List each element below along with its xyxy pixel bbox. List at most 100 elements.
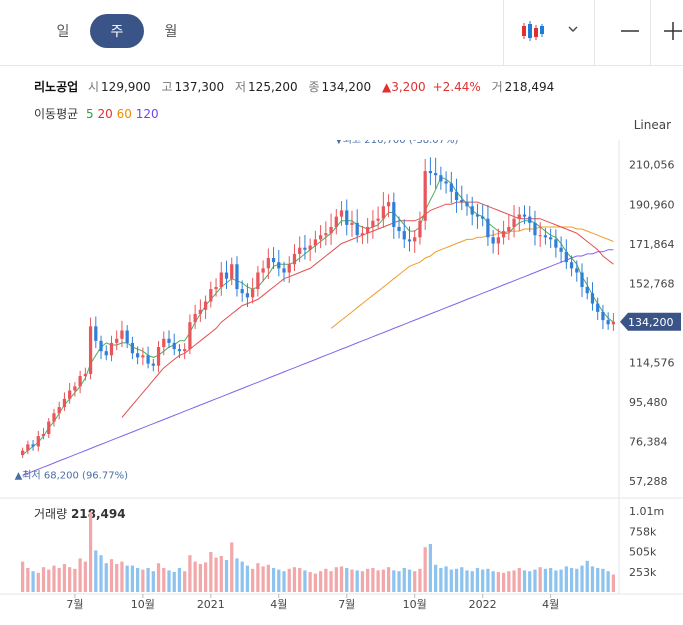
candle-body[interactable] [402, 231, 406, 240]
candle-body[interactable] [52, 413, 56, 422]
candle-body[interactable] [559, 247, 563, 252]
candle-body[interactable] [298, 247, 302, 254]
tab-daily[interactable]: 일 [56, 24, 70, 40]
candle-body[interactable] [162, 338, 166, 348]
candle-body[interactable] [528, 216, 532, 223]
candle-body[interactable] [214, 287, 218, 290]
candle-body[interactable] [413, 237, 417, 242]
candle-body[interactable] [366, 226, 370, 234]
candle-body[interactable] [151, 363, 155, 366]
chevron-down-icon[interactable] [567, 24, 579, 34]
candle-body[interactable] [47, 421, 51, 435]
candle-body[interactable] [339, 210, 344, 217]
candle-body[interactable] [397, 226, 401, 232]
candle-body[interactable] [125, 330, 129, 343]
candle-body[interactable] [512, 218, 516, 227]
candle-body[interactable] [188, 322, 192, 350]
candle-body[interactable] [256, 272, 260, 290]
candle-body[interactable] [564, 251, 568, 263]
candle-body[interactable] [99, 340, 103, 352]
candle-body[interactable] [533, 222, 537, 236]
tab-monthly[interactable]: 월 [164, 24, 178, 40]
candle-body[interactable] [601, 311, 605, 321]
candle-body[interactable] [224, 272, 229, 279]
candle-body[interactable] [120, 330, 124, 339]
candle-body[interactable] [596, 303, 600, 312]
candle-body[interactable] [209, 289, 213, 302]
candle-body[interactable] [522, 214, 527, 217]
candle-body[interactable] [57, 407, 61, 414]
candlestick-icon[interactable] [520, 20, 548, 42]
tab-weekly[interactable]: 주 [90, 14, 144, 48]
candle-body[interactable] [465, 202, 469, 207]
candle-body[interactable] [423, 171, 427, 221]
candle-body[interactable] [569, 262, 574, 269]
candle-body[interactable] [407, 239, 412, 242]
candle-body[interactable] [470, 206, 474, 215]
candle-body[interactable] [434, 173, 438, 176]
candle-body[interactable] [334, 216, 338, 227]
candle-body[interactable] [439, 175, 443, 182]
candle-body[interactable] [292, 253, 297, 265]
candle-body[interactable] [538, 235, 542, 237]
candle-body[interactable] [554, 239, 558, 248]
candle-body[interactable] [73, 386, 77, 391]
candle-body[interactable] [167, 338, 171, 343]
candle-body[interactable] [41, 434, 46, 437]
candle-body[interactable] [355, 222, 359, 236]
candle-body[interactable] [266, 258, 270, 269]
ma-120-label[interactable]: 120 [135, 107, 159, 121]
candle-body[interactable] [26, 444, 30, 451]
candle-body[interactable] [68, 390, 72, 399]
candle-body[interactable] [606, 320, 610, 325]
scale-toggle[interactable]: Linear [633, 118, 671, 132]
candle-body[interactable] [193, 313, 197, 323]
candle-body[interactable] [88, 326, 93, 374]
candle-body[interactable] [203, 301, 208, 310]
candle-body[interactable] [156, 347, 161, 366]
candle-body[interactable] [277, 262, 281, 269]
candle-body[interactable] [486, 218, 490, 238]
candle-body[interactable] [345, 210, 349, 225]
candle-body[interactable] [496, 237, 500, 244]
candle-body[interactable] [20, 450, 25, 456]
candle-body[interactable] [549, 237, 553, 240]
candle-body[interactable] [386, 202, 391, 207]
candle-body[interactable] [371, 220, 375, 227]
candle-body[interactable] [392, 202, 396, 227]
candle-body[interactable] [324, 233, 328, 236]
candle-body[interactable] [141, 355, 145, 358]
candle-body[interactable] [460, 200, 464, 203]
ma-20-label[interactable]: 20 [97, 107, 113, 121]
candle-body[interactable] [475, 214, 480, 217]
candle-body[interactable] [454, 191, 459, 201]
candle-body[interactable] [130, 342, 135, 354]
candle-body[interactable] [83, 373, 87, 377]
candle-body[interactable] [308, 245, 312, 250]
candle-body[interactable] [245, 293, 250, 298]
candle-body[interactable] [501, 231, 506, 238]
candle-body[interactable] [136, 353, 140, 358]
candle-body[interactable] [198, 309, 202, 314]
candle-body[interactable] [381, 206, 385, 219]
candle-body[interactable] [287, 264, 291, 273]
candle-body[interactable] [418, 220, 422, 238]
candle-body[interactable] [62, 398, 67, 408]
candle-body[interactable] [376, 218, 380, 221]
candle-body[interactable] [517, 214, 521, 219]
candle-body[interactable] [580, 272, 584, 288]
plus-icon[interactable] [662, 20, 683, 42]
candle-body[interactable] [282, 268, 286, 273]
candle-body[interactable] [172, 342, 176, 350]
candle-body[interactable] [94, 326, 98, 341]
minus-icon[interactable] [619, 20, 641, 42]
candle-body[interactable] [313, 239, 318, 246]
candle-body[interactable] [261, 268, 265, 273]
candle-body[interactable] [449, 183, 453, 192]
candle-body[interactable] [507, 226, 511, 232]
price-chart[interactable]: 210,056 190,960 171,864 152,768 114,576 95,48… [0, 140, 683, 625]
candle-body[interactable] [240, 289, 244, 294]
candle-body[interactable] [251, 289, 255, 298]
candle-body[interactable] [271, 258, 276, 263]
candle-body[interactable] [590, 293, 595, 304]
